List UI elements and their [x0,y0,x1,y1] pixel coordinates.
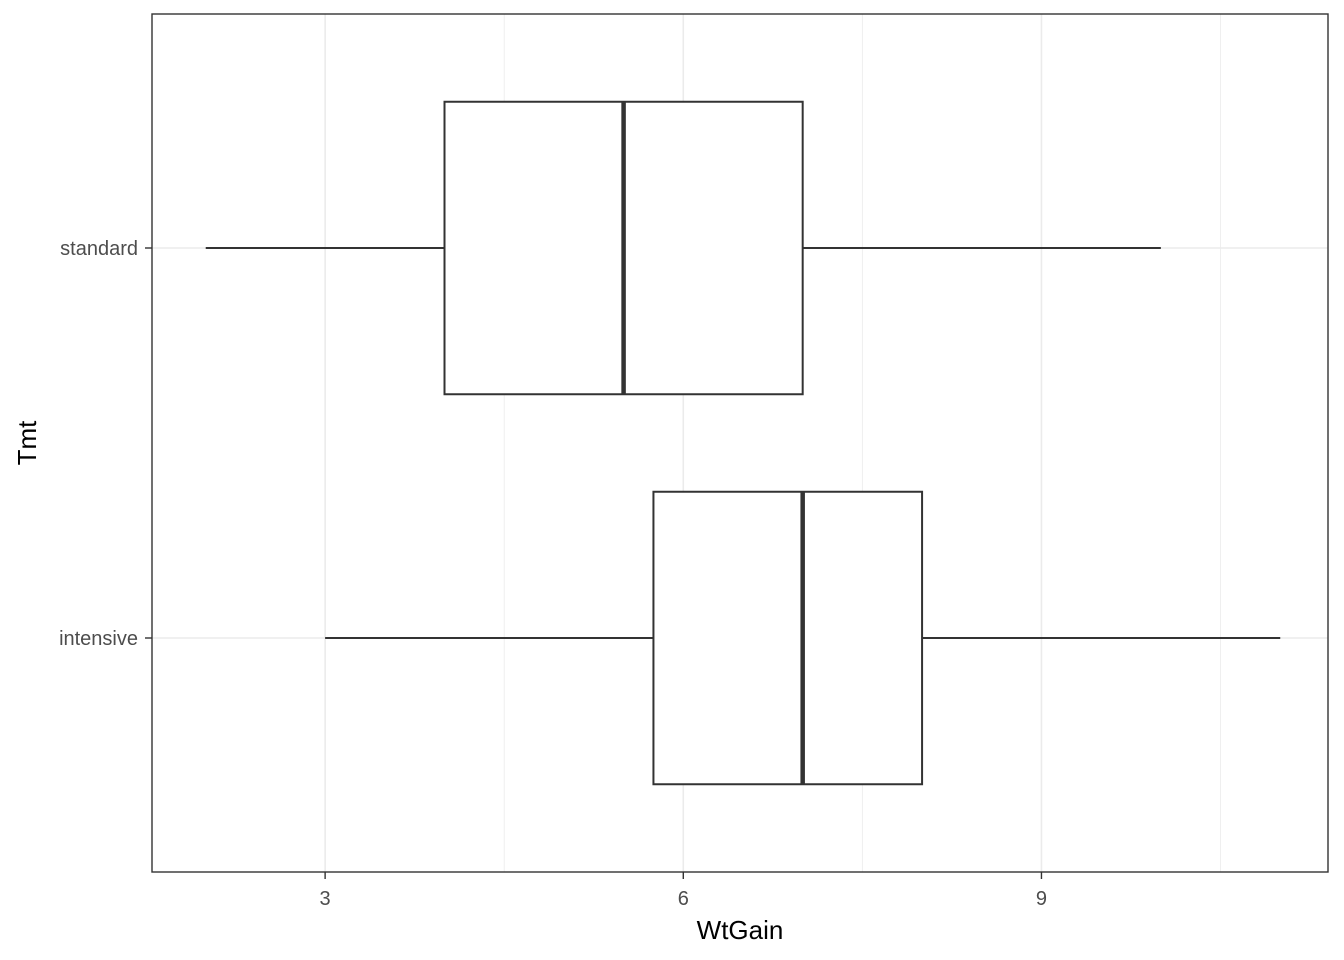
box-series [205,100,1281,786]
x-tick-label: 6 [678,888,689,910]
y-tick-label: intensive [59,628,138,650]
box-standard [205,100,1161,396]
plot-panel-border [151,13,1329,873]
axes: 3 6 9 intensive standard [59,238,1047,910]
y-axis-title: Tmt [12,420,42,466]
y-tick-label: standard [60,238,138,260]
x-tick-label: 3 [320,888,331,910]
box-iqr [652,490,924,786]
box-intensive [325,490,1281,786]
x-axis-title: WtGain [697,915,784,945]
x-tick-label: 9 [1036,888,1047,910]
